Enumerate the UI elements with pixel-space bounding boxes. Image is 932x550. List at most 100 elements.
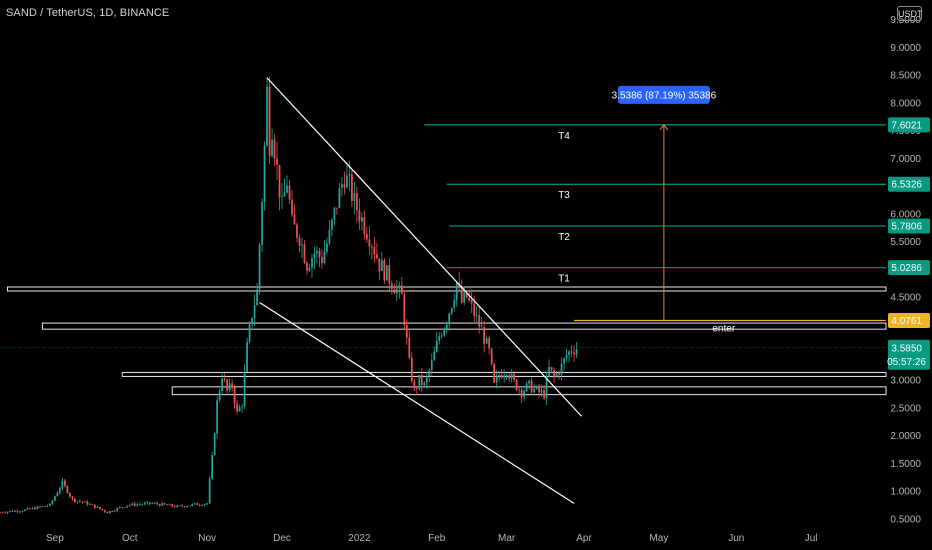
price-tags: 7.6021 6.5326 5.7806 5.0286 4.0761 3.5850 05:5… (0, 117, 930, 370)
candle-body (490, 348, 493, 364)
candle-body (233, 387, 236, 404)
candle-body (445, 324, 448, 329)
candle-body (183, 506, 186, 508)
candle-body (59, 488, 61, 493)
candle-body (563, 358, 565, 364)
candle-body (463, 292, 466, 303)
candle-body (231, 383, 233, 388)
candle-body (565, 355, 568, 359)
candle-body (93, 504, 96, 508)
candle-body (193, 503, 196, 505)
candle-body (86, 501, 89, 505)
candle-body (226, 379, 228, 391)
trendlines (259, 77, 582, 504)
candle-body (408, 337, 411, 358)
candle-body (98, 506, 101, 509)
candle-body (88, 504, 91, 505)
candle-body (473, 303, 476, 317)
measure-label-box (617, 85, 710, 104)
candle-body (336, 207, 338, 209)
candle-body (510, 373, 513, 379)
candle-body (493, 363, 496, 383)
candle-body (96, 506, 99, 508)
candle-body (361, 217, 363, 222)
candle-body (410, 357, 413, 382)
candle-body (523, 391, 525, 397)
candle-body (353, 192, 356, 202)
candle-body (228, 383, 231, 391)
candle-body (540, 390, 543, 393)
candle-body (291, 199, 293, 215)
candle-body (34, 507, 36, 510)
candle-body (103, 510, 106, 512)
candle-body (383, 260, 386, 281)
candle-body (438, 336, 441, 342)
price-tick-label: 7.0000 (890, 154, 921, 165)
candle-body (418, 374, 421, 389)
candle-body (308, 267, 311, 271)
candle-body (201, 505, 204, 506)
candle-body (286, 185, 288, 193)
price-tag (888, 260, 930, 276)
candle-body (558, 372, 560, 375)
candle-body (118, 507, 121, 509)
candle-body (81, 501, 84, 503)
candle-body (423, 382, 426, 386)
candle-body (515, 379, 518, 390)
candle-body (273, 139, 276, 159)
candle-body (54, 496, 56, 501)
candle-body (326, 243, 328, 252)
price-tick-label: 1.5000 (890, 459, 921, 470)
symbol-title: SAND / TetherUS, 1D, BINANCE (6, 7, 170, 19)
target-label: T4 (558, 131, 570, 142)
candle-body (443, 328, 446, 336)
candle-body (246, 341, 248, 372)
candle-body (236, 403, 238, 412)
candle-body (480, 326, 483, 328)
measure-arrow (659, 124, 669, 131)
candle-body (453, 300, 456, 309)
candle-body (568, 351, 570, 356)
candle-body (106, 511, 109, 514)
last-price-label: 3.5850 (891, 343, 922, 354)
time-axis: Sep Oct Nov Dec 2022 Feb Mar Apr May Jun Jul (46, 533, 818, 544)
candle-body (363, 217, 366, 235)
price-tick-label: 0.5000 (890, 514, 921, 525)
candle-body (433, 351, 436, 361)
candle-body (83, 501, 86, 503)
candle-body (513, 373, 516, 380)
candle-body (341, 184, 343, 188)
candle-body (535, 386, 538, 389)
candle-body (495, 376, 498, 383)
candle-body (318, 250, 321, 258)
candle-body (263, 145, 266, 202)
candle-body (338, 187, 341, 208)
candle-body (500, 375, 503, 378)
candle-body (171, 504, 174, 507)
candle-body (218, 391, 221, 401)
candle-body (221, 378, 223, 392)
candle-body (108, 511, 111, 514)
candle-body (56, 492, 59, 497)
price-tag (888, 176, 930, 192)
currency-badge[interactable]: USDT (897, 6, 923, 21)
candle-body (398, 285, 401, 289)
candle-body (9, 510, 11, 512)
candle-body (178, 505, 181, 507)
time-tick-label: May (649, 533, 668, 544)
candle-body (76, 500, 79, 502)
candle-body (306, 262, 308, 271)
candle-body (303, 244, 306, 263)
candle-body (543, 390, 545, 399)
candle-body (425, 375, 428, 383)
candle-body (208, 478, 211, 504)
candle-body (346, 175, 348, 188)
candle-body (415, 388, 418, 389)
candle-body (321, 257, 323, 264)
candle-body (468, 297, 471, 301)
candle-body (428, 370, 431, 376)
candle-body (146, 502, 149, 504)
candle-body (388, 265, 391, 284)
candle-body (261, 201, 263, 246)
